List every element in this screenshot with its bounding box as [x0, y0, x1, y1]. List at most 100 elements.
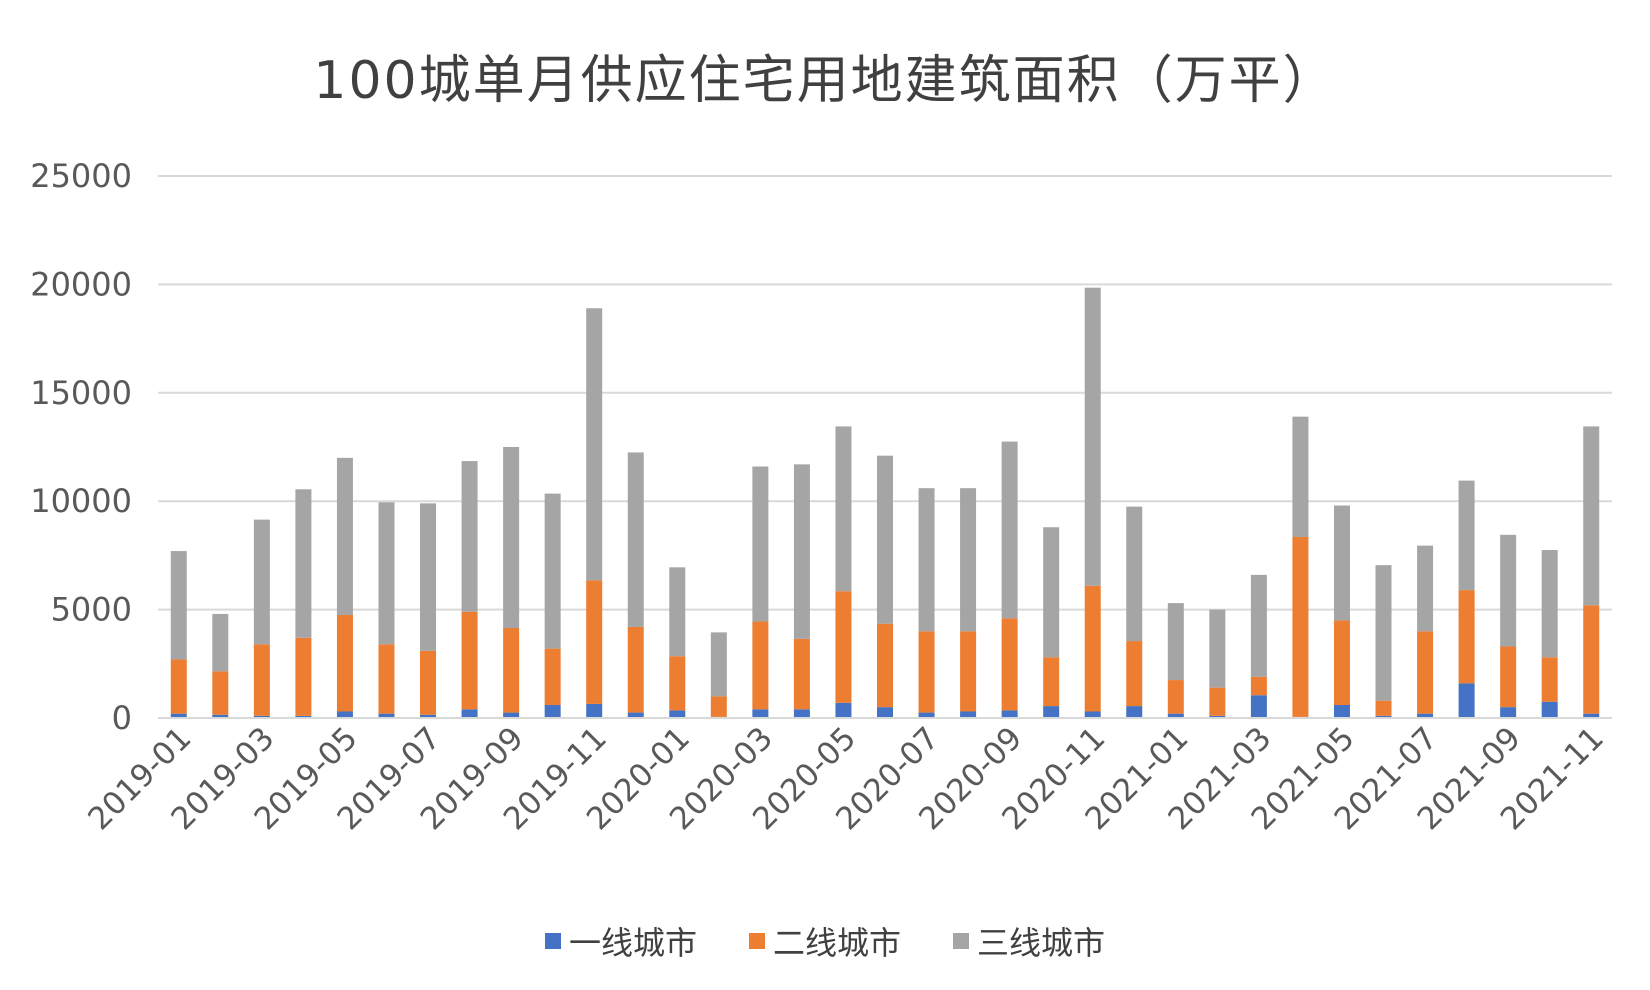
bar-2020-07-s1 [918, 631, 935, 713]
bar-2020-04-s0 [793, 709, 810, 718]
bar-2019-08-s2 [461, 461, 478, 612]
bar-2020-08-s1 [960, 631, 977, 712]
legend-label: 二线城市 [772, 924, 901, 962]
bar-2020-01-s2 [669, 567, 686, 657]
bar-2021-06-s2 [1375, 565, 1392, 701]
bar-2021-02-s2 [1209, 609, 1226, 688]
bar-2021-03-s2 [1250, 574, 1267, 677]
bar-2019-03-s1 [253, 644, 270, 716]
bar-2019-11-s2 [586, 308, 603, 581]
bar-2019-01-s2 [170, 551, 187, 660]
legend-item: 一线城市 [544, 918, 697, 964]
bar-2021-03-s0 [1250, 695, 1267, 718]
bar-2020-12-s2 [1126, 506, 1143, 642]
bar-2021-09-s1 [1500, 646, 1517, 708]
bars [170, 287, 1600, 718]
bar-2019-12-s2 [627, 452, 644, 627]
bar-2019-10-s2 [544, 493, 561, 649]
bar-2019-04-s2 [295, 489, 312, 638]
legend-label: 三线城市 [977, 924, 1106, 962]
legend-swatch [953, 933, 969, 949]
bar-2019-12-s1 [627, 626, 644, 713]
bar-2021-07-s2 [1417, 545, 1434, 632]
bar-2021-08-s0 [1458, 683, 1475, 718]
chart-title: 100城单月供应住宅用地建筑面积（万平） [313, 51, 1337, 111]
bar-2020-10-s2 [1043, 527, 1060, 658]
bar-2021-05-s2 [1333, 505, 1350, 621]
bar-2020-11-s0 [1084, 711, 1101, 718]
bar-2020-08-s2 [960, 488, 977, 632]
bar-2021-01-s1 [1167, 680, 1184, 714]
bar-2019-09-s2 [503, 447, 520, 629]
bar-2020-11-s1 [1084, 585, 1101, 712]
bar-2019-03-s0 [253, 715, 270, 718]
bar-2020-09-s1 [1001, 618, 1018, 711]
bar-2020-04-s1 [793, 638, 810, 710]
bar-2020-01-s1 [669, 656, 686, 711]
bar-2021-01-s0 [1167, 713, 1184, 718]
bar-2021-04-s1 [1292, 536, 1309, 717]
bar-2019-04-s0 [295, 715, 312, 718]
bar-2020-02-s1 [710, 696, 727, 717]
y-tick-label: 5000 [51, 591, 132, 629]
bar-2021-10-s1 [1541, 657, 1558, 702]
bar-2020-12-s1 [1126, 641, 1143, 707]
bar-2021-02-s0 [1209, 715, 1226, 718]
bar-2019-05-s1 [336, 615, 353, 712]
bar-2019-08-s0 [461, 709, 478, 718]
bar-2021-10-s2 [1541, 549, 1558, 658]
bar-2021-05-s0 [1333, 704, 1350, 718]
bar-2021-05-s1 [1333, 620, 1350, 705]
bar-2020-03-s2 [752, 466, 769, 622]
y-tick-label: 0 [112, 699, 132, 737]
bar-2019-02-s0 [212, 714, 229, 718]
bar-2020-09-s2 [1001, 441, 1018, 619]
bar-2020-06-s1 [877, 623, 893, 708]
bar-2020-10-s0 [1043, 706, 1060, 718]
legend-item: 三线城市 [953, 918, 1105, 964]
bar-2021-08-s2 [1458, 480, 1475, 591]
y-tick-label: 15000 [30, 374, 132, 412]
bar-2021-09-s2 [1500, 534, 1517, 647]
bar-2021-11-s2 [1583, 426, 1600, 606]
bar-2021-06-s1 [1375, 700, 1392, 716]
bar-2019-12-s0 [627, 712, 644, 718]
bar-2020-09-s0 [1001, 710, 1018, 718]
bar-2021-06-s0 [1375, 715, 1392, 718]
bar-2020-01-s0 [669, 710, 686, 718]
bar-2021-02-s1 [1209, 687, 1226, 716]
legend-label: 一线城市 [568, 924, 697, 962]
bar-2019-07-s1 [420, 650, 437, 715]
bar-2020-05-s2 [835, 426, 852, 592]
bar-2020-06-s0 [877, 707, 893, 718]
bar-2019-03-s2 [253, 519, 270, 645]
bar-2021-03-s1 [1250, 676, 1267, 696]
bar-2021-11-s1 [1583, 605, 1600, 714]
y-tick-label: 20000 [30, 265, 132, 303]
bar-2021-11-s0 [1583, 713, 1600, 718]
bar-2021-10-s0 [1541, 701, 1558, 718]
bar-2020-03-s1 [752, 621, 769, 710]
legend-swatch [544, 933, 561, 949]
bar-2019-10-s1 [544, 648, 561, 705]
bar-2019-07-s2 [420, 503, 437, 651]
bar-2019-09-s1 [503, 628, 520, 713]
bar-2021-09-s0 [1500, 707, 1517, 718]
bar-2019-11-s1 [586, 580, 603, 704]
bar-2019-02-s1 [212, 671, 229, 715]
bar-2020-11-s2 [1084, 287, 1101, 586]
bar-2021-07-s1 [1417, 631, 1434, 714]
bar-2020-08-s0 [960, 711, 977, 718]
bar-2021-04-s2 [1292, 416, 1309, 537]
bar-2019-06-s1 [378, 644, 395, 714]
bar-2020-04-s2 [793, 464, 810, 639]
y-tick-label: 10000 [30, 482, 132, 520]
bar-2019-10-s0 [544, 704, 561, 718]
bar-2019-05-s0 [336, 711, 353, 718]
bar-2019-05-s2 [336, 457, 353, 616]
bar-2020-07-s2 [918, 488, 935, 632]
y-tick-label: 25000 [30, 157, 132, 195]
bar-2019-06-s2 [378, 502, 395, 645]
x-axis-tick-labels: 2019-012019-032019-052019-072019-092019-… [81, 720, 1611, 837]
